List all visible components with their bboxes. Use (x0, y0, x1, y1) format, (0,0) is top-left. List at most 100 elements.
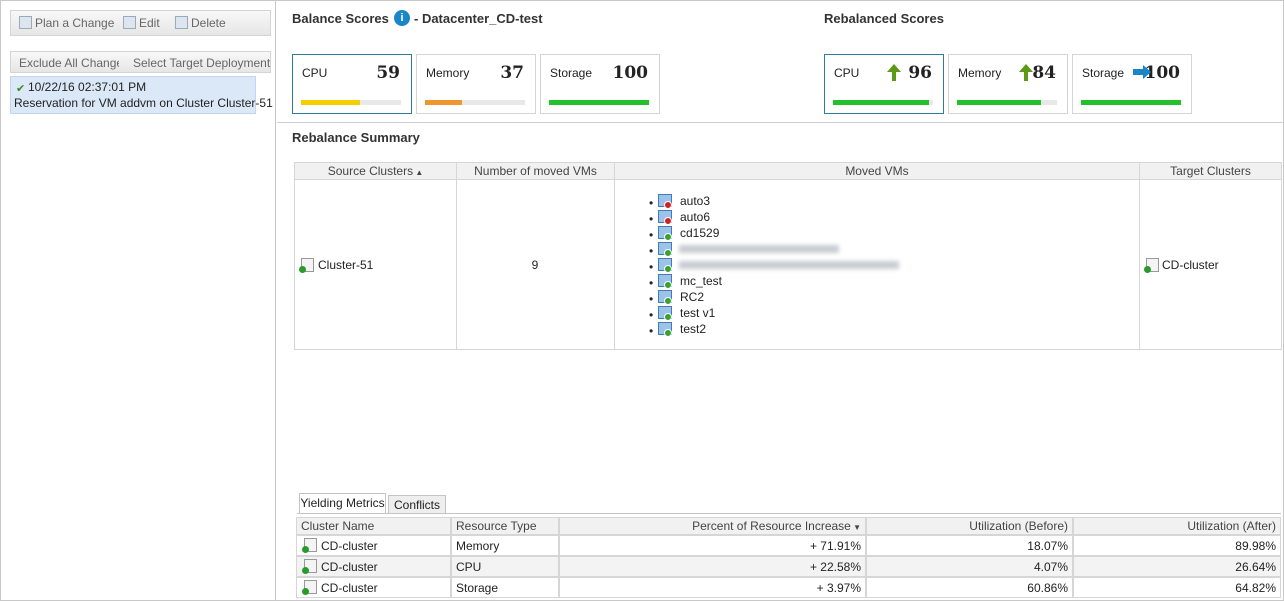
tab[interactable]: Yielding Metrics (299, 493, 386, 514)
vm-state (664, 313, 672, 321)
metrics-header[interactable]: Utilization (Before) (866, 517, 1073, 535)
info-icon: i (394, 10, 410, 26)
metrics-cell: Memory (451, 535, 559, 556)
rebalanced-title: Rebalanced Scores (824, 11, 944, 26)
score-label: Storage (1082, 66, 1125, 80)
status-dot (302, 567, 309, 574)
score-bar (1081, 100, 1181, 105)
bullet: • (649, 244, 654, 258)
target-cluster: CD-cluster (1162, 258, 1219, 272)
vm-name-redacted (679, 261, 899, 269)
change-item[interactable] (10, 76, 256, 114)
metrics-cell: 18.07% (866, 535, 1073, 556)
moved-count: 9 (531, 258, 539, 272)
score-value: 100 (612, 63, 649, 83)
divider (277, 122, 1283, 123)
sort-icon: ▲ (413, 168, 424, 177)
change-description: Reservation for VM addvm on Cluster Clus… (14, 96, 273, 110)
toolbar-icon (19, 16, 32, 29)
toolbar-icon (123, 16, 136, 29)
score-track (425, 100, 525, 105)
metrics-cell: + 22.58% (559, 556, 866, 577)
vm-name: RC2 (680, 290, 705, 304)
vm-name: mc_test (680, 274, 723, 288)
metrics-cell: CD-cluster (296, 556, 451, 577)
score-bar (549, 100, 649, 105)
changes-button[interactable]: Exclude All Changes (19, 56, 119, 70)
metrics-cell: 4.07% (866, 556, 1073, 577)
metrics-cell: CD-cluster (296, 535, 451, 556)
balance-subtitle: - Datacenter_CD-test (414, 11, 543, 26)
vm-state (664, 217, 672, 225)
status-dot (302, 588, 309, 595)
check-icon: ✔ (16, 83, 26, 95)
bullet: • (649, 212, 654, 226)
score-bar (425, 100, 462, 105)
vm-name-redacted (679, 245, 839, 253)
left-panel (1, 1, 276, 600)
score-bar (957, 100, 1041, 105)
metrics-cell: CD-cluster (296, 577, 451, 598)
vm-name: test2 (680, 322, 707, 336)
metrics-cell: Storage (451, 577, 559, 598)
metrics-cell: 64.82% (1073, 577, 1281, 598)
score-value: 100 (1144, 63, 1181, 83)
tab[interactable]: Conflicts (388, 495, 446, 514)
metrics-cell: 26.64% (1073, 556, 1281, 577)
metrics-header[interactable]: Cluster Name (296, 517, 451, 535)
status-dot (302, 546, 309, 553)
score-bar (833, 100, 929, 105)
vm-state (664, 297, 672, 305)
toolbar-button[interactable]: Plan a Change (35, 16, 115, 30)
vm-name: test v1 (680, 306, 716, 320)
metrics-header[interactable]: Resource Type (451, 517, 559, 535)
score-label: Storage (550, 66, 593, 80)
score-label: Memory (426, 66, 470, 80)
summary-header[interactable]: Target Clusters (1139, 162, 1282, 180)
toolbar-button[interactable]: Delete (191, 16, 226, 30)
vm-state (664, 233, 672, 241)
metrics-cell: 60.86% (866, 577, 1073, 598)
bullet: • (649, 260, 654, 274)
summary-header[interactable]: Number of moved VMs (456, 162, 615, 180)
metrics-cell: 89.98% (1073, 535, 1281, 556)
trend-arrow (887, 64, 901, 81)
metrics-header[interactable]: Percent of Resource Increase ▼ (559, 517, 866, 535)
score-label: CPU (302, 66, 328, 80)
toolbar-icon (175, 16, 188, 29)
source-cluster: Cluster-51 (318, 258, 374, 272)
changes-button[interactable]: Select Target Deployment Da (133, 56, 271, 70)
summary-header[interactable]: Source Clusters ▲ (294, 162, 457, 180)
summary-title: Rebalance Summary (292, 130, 420, 145)
score-bar (301, 100, 360, 105)
changes-toolbar (10, 51, 271, 73)
bullet: • (649, 276, 654, 290)
toolbar (10, 10, 271, 36)
balance-title: Balance Scores (292, 11, 389, 26)
bullet: • (649, 292, 654, 306)
trend-arrow (1019, 64, 1033, 81)
vm-name: auto3 (680, 194, 711, 208)
score-label: Memory (958, 66, 1002, 80)
summary-header[interactable]: Moved VMs (614, 162, 1140, 180)
score-value: 59 (376, 63, 400, 83)
tab-line (297, 513, 1281, 514)
status-dot (299, 266, 306, 273)
vm-name: auto6 (680, 210, 711, 224)
bullet: • (649, 228, 654, 242)
sort-icon: ▼ (850, 523, 861, 532)
change-timestamp: 10/22/16 02:37:01 PM (28, 80, 147, 94)
vm-state (664, 201, 672, 209)
bullet: • (649, 324, 654, 338)
vm-state (664, 265, 672, 273)
vm-state (664, 329, 672, 337)
score-label: CPU (834, 66, 860, 80)
score-value: 96 (908, 63, 932, 83)
metrics-header[interactable]: Utilization (After) (1073, 517, 1281, 535)
bullet: • (649, 308, 654, 322)
bullet: • (649, 196, 654, 210)
toolbar-button[interactable]: Edit (139, 16, 160, 30)
vm-name: cd1529 (680, 226, 720, 240)
trend-arrow (1133, 65, 1151, 79)
